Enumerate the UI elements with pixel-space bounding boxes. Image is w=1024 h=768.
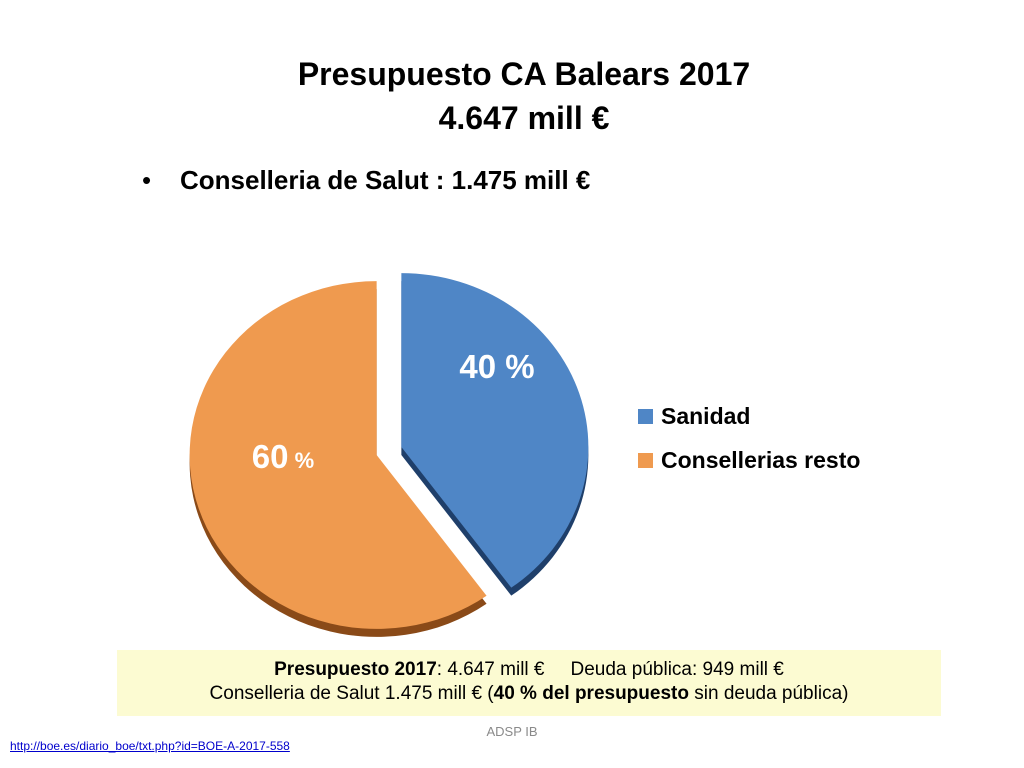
summary-salut-suffix: sin deuda pública) [688,683,849,704]
pie-slice-sanidad [401,273,589,588]
pie-slices [189,273,589,637]
summary-budget-label: Presupuesto 2017 [274,659,437,680]
summary-debt: Deuda pública: 949 mill € [570,659,784,680]
title-line-2: 4.647 mill € [438,100,610,136]
pie-slice-consellerias-resto [189,281,487,629]
summary-box: Presupuesto 2017: 4.647 mill € Deuda públ… [117,650,941,716]
legend-swatch-sanidad [638,408,653,424]
summary-line-1: Presupuesto 2017: 4.647 mill € Deuda públ… [117,658,941,682]
legend-item-consellerias-resto: Consellerias resto [638,444,860,476]
slide-title: Presupuesto CA Balears 2017 4.647 mill € [0,52,1024,140]
summary-salut-prefix: Conselleria de Salut 1.475 mill € ( [209,683,494,704]
legend-label-sanidad: Sanidad [661,402,751,429]
legend-item-sanidad: Sanidad [638,400,860,432]
source-link[interactable]: http://boe.es/diario_boe/txt.php?id=BOE-… [10,739,290,753]
footer-author: ADSP IB [486,724,538,739]
summary-salut-bold: 40 % del presupuesto [493,683,689,704]
bullet-dot-icon: • [142,165,152,195]
chart-legend: Sanidad Consellerias resto [638,400,860,488]
bullet-point: • Conselleria de Salut : 1.475 mill € [142,165,590,196]
legend-swatch-consellerias-resto [638,452,653,468]
summary-line-2: Conselleria de Salut 1.475 mill € (40 % … [117,682,941,706]
data-label-sanidad: 40 % [459,348,534,385]
summary-budget-value: : 4.647 mill € [436,659,545,680]
legend-label-consellerias-resto: Consellerias resto [661,446,861,473]
pie-labels: 40 % 60 % [252,348,535,475]
title-line-1: Presupuesto CA Balears 2017 [297,56,751,92]
bullet-text: Conselleria de Salut : 1.475 mill € [180,165,591,195]
data-label-consellerias-resto: 60 % [252,438,314,475]
